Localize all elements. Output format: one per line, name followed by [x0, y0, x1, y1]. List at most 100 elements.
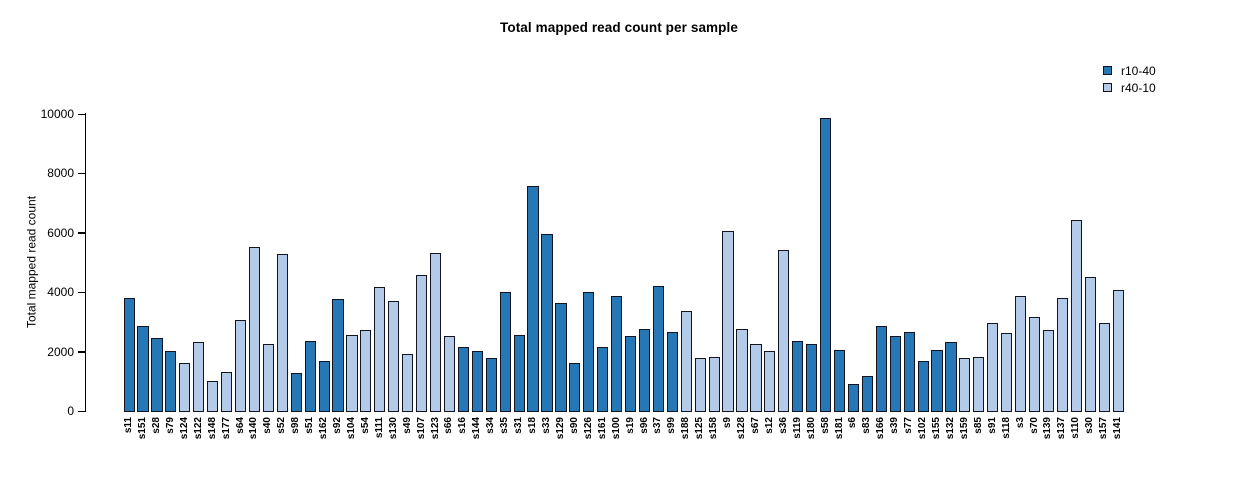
x-tick-label: s159 — [958, 417, 970, 440]
y-axis-title: Total mapped read count — [24, 195, 39, 329]
bar-s35 — [499, 291, 511, 412]
x-tick-label: s132 — [944, 417, 956, 440]
bar-s162 — [318, 360, 330, 412]
bar-s155 — [931, 349, 943, 412]
x-tick-label: s140 — [248, 417, 260, 440]
y-tick-label: 4000 — [47, 285, 74, 300]
bar-s188 — [680, 310, 692, 412]
bar-s16 — [457, 346, 469, 412]
x-tick-label: s144 — [471, 417, 483, 440]
x-tick-label: s52 — [276, 417, 288, 434]
bar-s137 — [1056, 297, 1068, 412]
y-tick-label: 8000 — [47, 166, 74, 181]
bar-s58 — [820, 117, 832, 412]
bar-s99 — [666, 331, 678, 412]
x-tick-label: s137 — [1056, 417, 1068, 440]
x-tick-label: s51 — [304, 417, 316, 434]
x-tick-label: s128 — [736, 417, 748, 440]
x-tick-label: s66 — [443, 417, 455, 434]
bar-s28 — [151, 337, 163, 412]
x-tick-label: s122 — [192, 417, 204, 440]
x-tick-label: s98 — [290, 417, 302, 434]
y-axis-tick — [78, 351, 85, 353]
bar-s64 — [234, 319, 247, 412]
legend-label: r40-10 — [1121, 80, 1156, 95]
bar-s144 — [471, 350, 483, 412]
bar-s83 — [861, 375, 873, 412]
x-tick-label: s139 — [1042, 417, 1054, 440]
bar-s129 — [555, 302, 567, 412]
bar-s123 — [429, 252, 442, 412]
x-tick-label: s124 — [178, 417, 190, 440]
x-tick-label: s96 — [638, 417, 650, 434]
x-tick-label: s181 — [833, 417, 845, 440]
y-tick-label: 2000 — [47, 344, 74, 359]
x-tick-label: s130 — [387, 417, 399, 440]
x-tick-label: s3 — [1014, 417, 1026, 429]
x-tick-label: s129 — [554, 417, 566, 440]
y-tick-label: 0 — [67, 404, 74, 418]
bar-s128 — [736, 328, 748, 412]
x-tick-label: s104 — [345, 417, 357, 440]
bar-s124 — [179, 362, 191, 412]
bar-s51 — [304, 340, 316, 412]
bar-s180 — [806, 343, 818, 412]
y-axis-tick — [78, 291, 85, 294]
x-tick-label: s161 — [596, 417, 608, 440]
bar-s70 — [1028, 316, 1041, 412]
x-tick-label: s180 — [805, 417, 817, 440]
bar-s166 — [875, 325, 887, 412]
bar-s100 — [611, 295, 623, 412]
x-tick-label: s33 — [541, 417, 552, 434]
x-tick-label: s126 — [582, 417, 594, 440]
x-tick-label: s39 — [889, 417, 901, 434]
bar-s79 — [165, 350, 177, 412]
y-tick-label: 6000 — [47, 225, 74, 240]
x-tick-label: s18 — [527, 417, 539, 434]
x-tick-label: s85 — [972, 417, 984, 434]
x-tick-label: s91 — [986, 417, 998, 434]
x-tick-label: s6 — [847, 417, 859, 429]
x-tick-label: s64 — [234, 417, 246, 434]
bar-s139 — [1042, 329, 1055, 412]
bar-s85 — [973, 356, 985, 412]
x-tick-label: s111 — [373, 417, 385, 439]
x-tick-label: s19 — [624, 417, 636, 434]
bar-s19 — [624, 335, 637, 412]
x-tick-label: s79 — [164, 417, 176, 434]
x-tick-label: s177 — [220, 417, 232, 440]
bar-s37 — [652, 285, 665, 412]
bar-s110 — [1070, 219, 1082, 412]
bar-s104 — [346, 334, 358, 412]
bar-s158 — [708, 356, 720, 412]
bar-s157 — [1098, 322, 1110, 412]
x-tick-label: s158 — [708, 417, 720, 440]
x-tick-label: s102 — [917, 417, 929, 440]
bar-s52 — [276, 253, 288, 412]
x-tick-label: s58 — [819, 417, 831, 434]
bar-s151 — [137, 325, 149, 412]
bar-s98 — [290, 372, 302, 412]
bar-s34 — [485, 357, 497, 412]
bar-s181 — [833, 349, 846, 412]
bar-s30 — [1084, 276, 1096, 412]
x-tick-label: s123 — [429, 417, 441, 440]
y-axis-tick — [78, 232, 85, 234]
legend-label: r10-40 — [1121, 63, 1156, 78]
x-tick-label: s166 — [875, 417, 887, 440]
bar-s33 — [541, 233, 553, 412]
x-tick-label: s11 — [123, 417, 135, 434]
bar-s36 — [778, 249, 790, 412]
x-tick-label: s9 — [722, 417, 734, 429]
x-tick-label: s188 — [680, 417, 692, 440]
legend-item-r10-40: r10-40 — [1103, 62, 1156, 79]
bar-s141 — [1112, 289, 1124, 412]
x-tick-label: s90 — [568, 417, 580, 434]
bar-s125 — [694, 357, 706, 412]
bar-s31 — [513, 334, 525, 412]
x-tick-label: s118 — [1000, 417, 1012, 439]
bar-s40 — [262, 343, 274, 412]
bar-s130 — [388, 300, 400, 412]
x-tick-label: s155 — [931, 417, 943, 440]
